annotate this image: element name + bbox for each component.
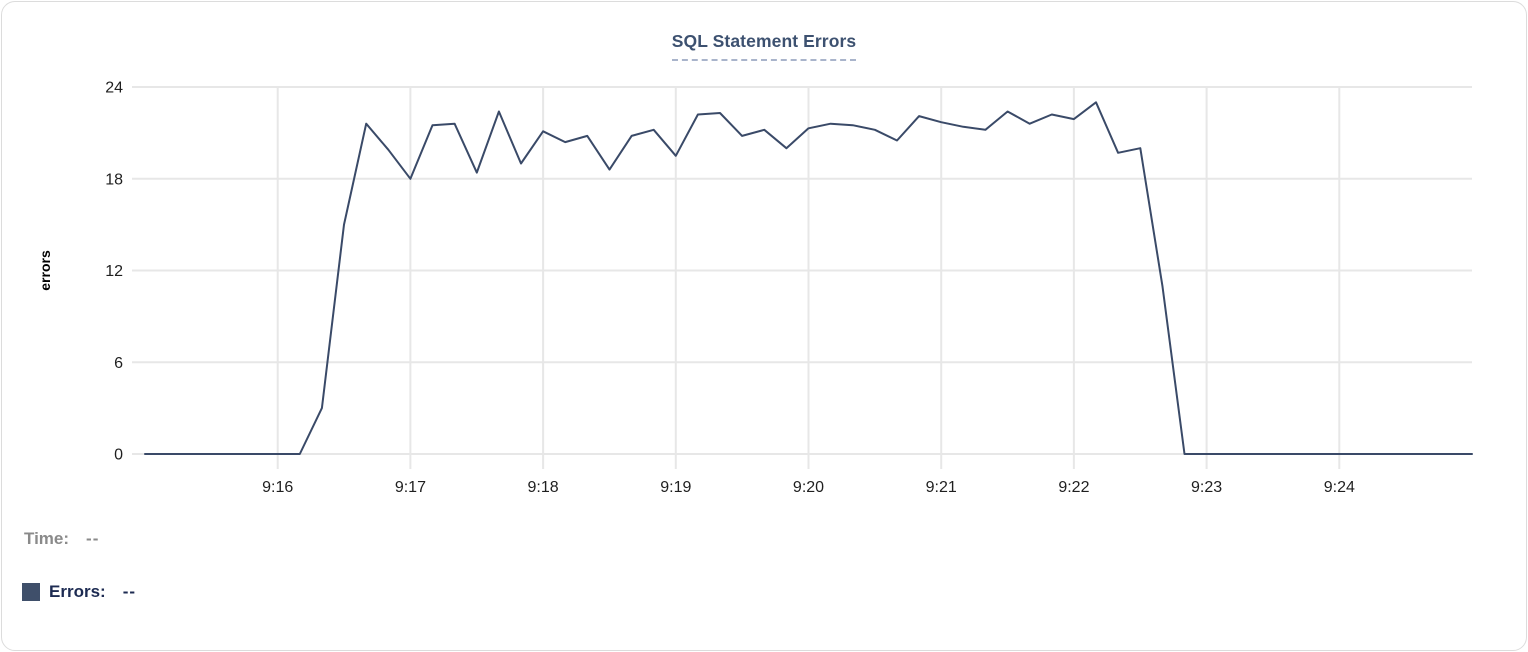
time-readout-value: -- [86, 529, 100, 548]
x-tick-label: 9:21 [926, 479, 957, 496]
errors-line-chart[interactable]: 0 6 12 18 24 9:16 9:17 9:18 9:19 9:20 9:21 9:22 9:23… [2, 2, 1527, 514]
time-readout: Time: -- [24, 529, 99, 549]
chart-title[interactable]: SQL Statement Errors [671, 31, 857, 61]
errors-readout-label: Errors: [49, 582, 106, 601]
errors-readout: Errors: -- [22, 582, 136, 602]
y-tick-label: 24 [105, 80, 123, 97]
time-readout-label: Time: [24, 529, 70, 548]
y-axis-title: errors [37, 250, 53, 291]
errors-series-line [144, 101, 1473, 455]
x-tick-label: 9:23 [1191, 479, 1222, 496]
y-tick-label: 12 [105, 263, 123, 280]
x-tick-label: 9:22 [1058, 479, 1089, 496]
x-tick-label: 9:24 [1324, 479, 1355, 496]
x-tick-label: 9:16 [262, 479, 293, 496]
x-tick-label: 9:19 [660, 479, 691, 496]
errors-readout-value: -- [122, 582, 137, 601]
y-tick-label: 6 [114, 355, 123, 372]
chart-header: SQL Statement Errors [2, 31, 1526, 61]
y-tick-label: 0 [114, 447, 123, 464]
x-tick-label: 9:17 [395, 479, 426, 496]
x-tick-label: 9:20 [793, 479, 824, 496]
x-tick-label: 9:18 [528, 479, 559, 496]
errors-series-swatch [22, 583, 40, 601]
y-tick-label: 18 [105, 171, 123, 188]
